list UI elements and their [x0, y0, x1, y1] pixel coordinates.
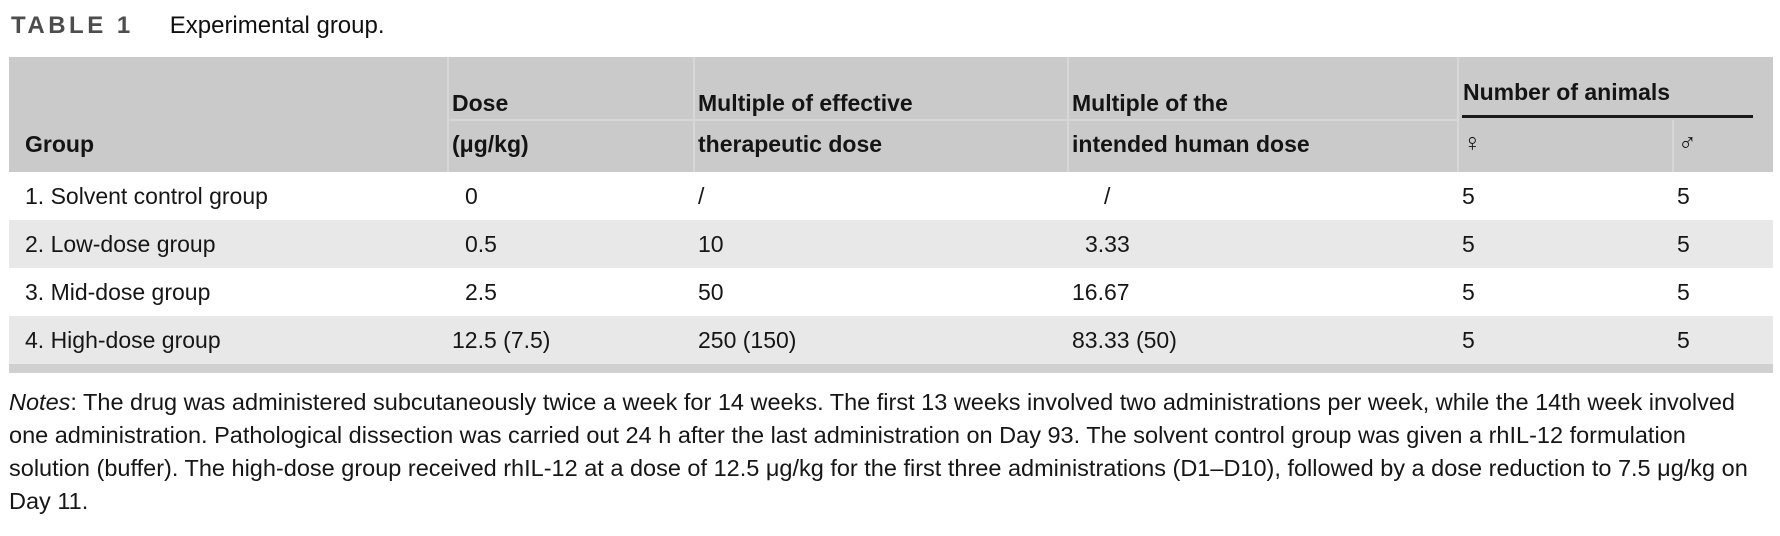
- cell-multiple-effective: 250 (150): [698, 326, 797, 353]
- table-row-low-dose: 2. Low-dose group 0.5 10 3.33 5 5: [9, 220, 1774, 268]
- experimental-group-table: Dose Multiple of effective Multiple of t…: [9, 57, 1774, 364]
- cell-multiple-effective: 10: [698, 230, 724, 257]
- header-number-of-animals: Number of animals: [1456, 57, 1774, 120]
- header-dose-line1: Dose: [447, 57, 694, 120]
- page: TABLE 1 Experimental group. Dose Multipl…: [9, 12, 1774, 518]
- header-multiple-effective-line2: therapeutic dose: [693, 119, 1068, 172]
- cell-group: 4. High-dose group: [25, 326, 221, 353]
- cell-male-count: 5: [1677, 182, 1690, 209]
- table-title: Experimental group.: [169, 12, 385, 39]
- cell-dose: 12.5 (7.5): [452, 326, 551, 353]
- cell-dose: 2.5: [465, 278, 497, 305]
- table-caption-row: TABLE 1 Experimental group.: [11, 12, 1772, 40]
- table-row-solvent-control: 1. Solvent control group 0 / / 5 5: [9, 172, 1773, 220]
- table-number-label: TABLE 1: [11, 12, 134, 39]
- male-icon: ♂: [1671, 120, 1774, 172]
- notes-text: : The drug was administered subcutaneous…: [9, 389, 1748, 514]
- cell-female-count: 5: [1462, 182, 1475, 209]
- cell-female-count: 5: [1462, 278, 1475, 305]
- cell-multiple-human: /: [1104, 182, 1111, 209]
- cell-group: 1. Solvent control group: [25, 182, 268, 209]
- table-notes: Notes: The drug was administered subcuta…: [9, 386, 1771, 518]
- cell-group: 3. Mid-dose group: [25, 278, 211, 305]
- header-group-spacer: [9, 57, 448, 120]
- header-row-bottom: Group (μg/kg) therapeutic dose intended …: [9, 119, 1774, 172]
- header-multiple-human-line2: intended human dose: [1067, 119, 1458, 172]
- female-icon: ♀: [1457, 120, 1673, 172]
- cell-male-count: 5: [1677, 326, 1690, 353]
- table-row-mid-dose: 3. Mid-dose group 2.5 50 16.67 5 5: [9, 268, 1773, 316]
- cell-dose: 0.5: [465, 230, 497, 257]
- cell-multiple-human: 16.67: [1072, 278, 1130, 305]
- header-row-top: Dose Multiple of effective Multiple of t…: [9, 57, 1774, 120]
- table-bottom-border: [9, 364, 1773, 373]
- header-multiple-effective-line1: Multiple of effective: [693, 57, 1068, 120]
- cell-male-count: 5: [1677, 278, 1690, 305]
- cell-multiple-human: 3.33: [1085, 230, 1130, 257]
- table-header: Dose Multiple of effective Multiple of t…: [9, 57, 1774, 172]
- cell-multiple-human: 83.33 (50): [1072, 326, 1177, 353]
- cell-female-count: 5: [1462, 326, 1475, 353]
- cell-multiple-effective: /: [698, 182, 705, 209]
- cell-male-count: 5: [1677, 230, 1690, 257]
- header-multiple-human-line1: Multiple of the: [1067, 57, 1458, 120]
- header-dose-line2: (μg/kg): [447, 119, 694, 172]
- table-body: 1. Solvent control group 0 / / 5 5 2. Lo…: [9, 172, 1774, 364]
- number-of-animals-label: Number of animals: [1463, 79, 1671, 105]
- table-row-high-dose: 4. High-dose group 12.5 (7.5) 250 (150) …: [9, 316, 1774, 364]
- cell-group: 2. Low-dose group: [25, 230, 216, 257]
- cell-dose: 0: [465, 182, 478, 209]
- number-of-animals-rule: Number of animals: [1462, 79, 1754, 118]
- header-group: Group: [9, 120, 448, 172]
- cell-female-count: 5: [1462, 230, 1475, 257]
- notes-label: Notes: [9, 389, 71, 415]
- cell-multiple-effective: 50: [698, 278, 724, 305]
